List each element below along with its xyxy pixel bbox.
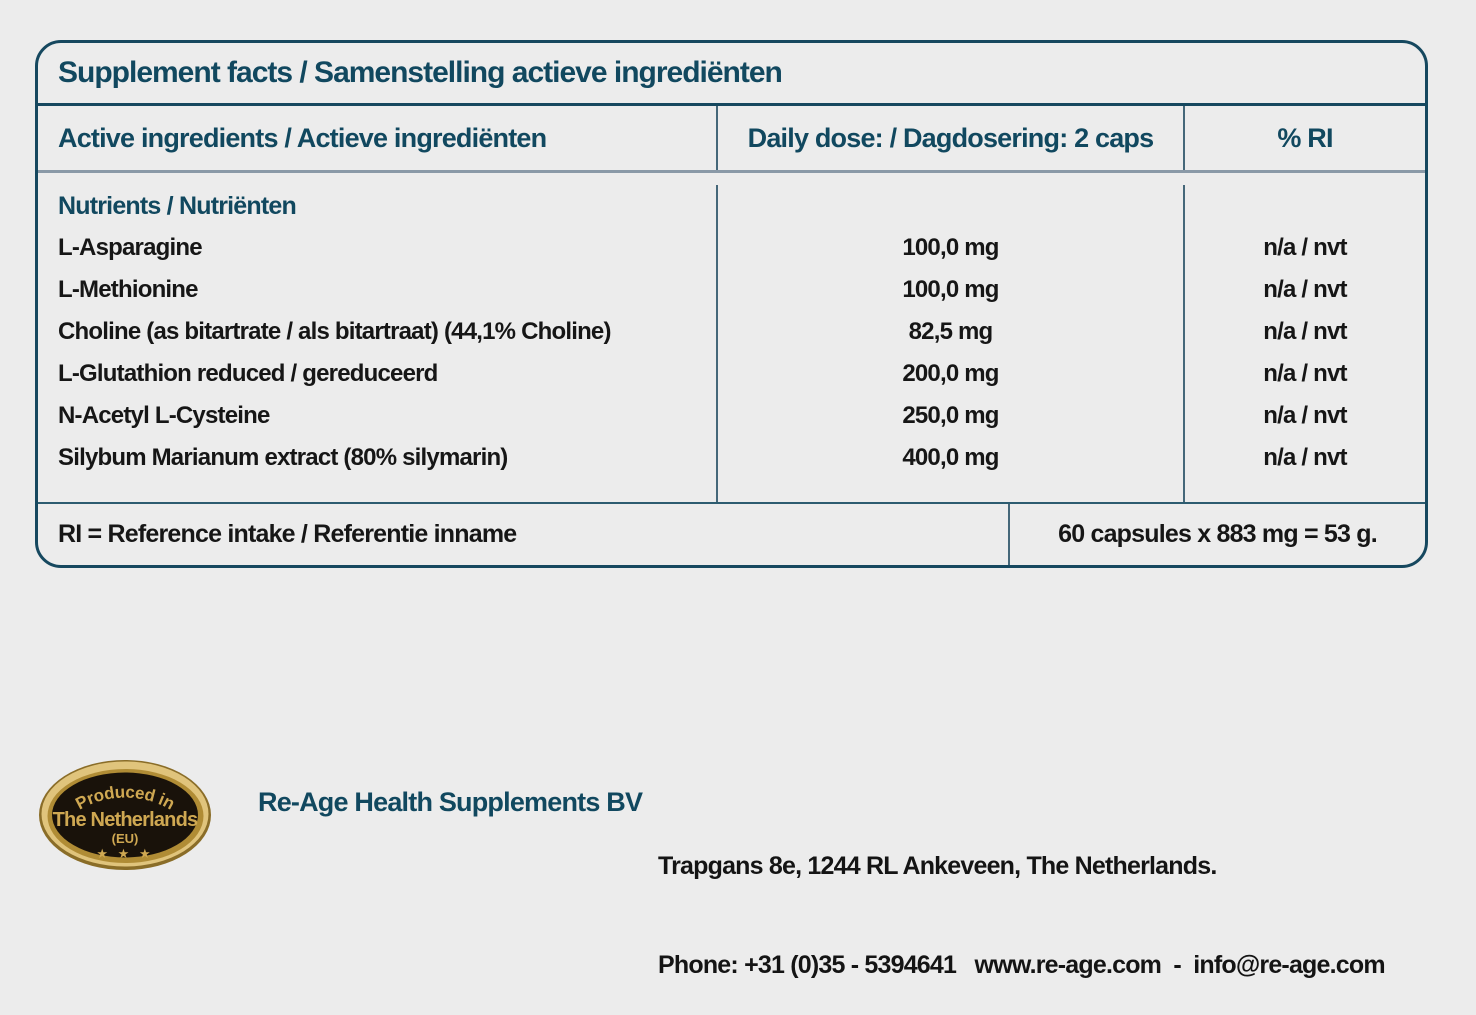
section-header: Nutrients / Nutriënten <box>38 185 718 227</box>
pack-info: 60 capsules x 883 mg = 53 g. <box>1058 520 1378 548</box>
ingredient-row: Choline (as bitartrate / als bitartraat)… <box>38 311 1425 353</box>
filler-cell-1 <box>38 479 718 502</box>
ingredient-ri: n/a / nvt <box>1263 444 1347 471</box>
company-name: Re-Age Health Supplements BV <box>258 787 643 817</box>
column-header-dose: Daily dose: / Dagdosering: 2 caps <box>718 106 1185 170</box>
ingredient-dose: 400,0 mg <box>718 437 1185 479</box>
ingredient-name: N-Acetyl L-Cysteine <box>38 395 718 437</box>
section-header-dose-cell <box>718 185 1185 227</box>
company-contact: Phone: +31 (0)35 - 5394641 www.re-age.co… <box>658 951 1386 979</box>
ingredient-dose: 250,0 mg <box>718 395 1185 437</box>
section-header-ri-cell <box>1185 185 1425 227</box>
ingredient-name: L-Methionine <box>38 269 718 311</box>
table-footer-row: RI = Reference intake / Referentie innam… <box>38 502 1425 565</box>
table-header-row: Active ingredients / Actieve ingrediënte… <box>38 106 1425 173</box>
ingredient-row: L-Glutathion reduced / gereduceerd 200,0… <box>38 353 1425 395</box>
ingredient-name: Choline (as bitartrate / als bitartraat)… <box>38 311 718 353</box>
ingredient-row: L-Asparagine 100,0 mg n/a / nvt <box>38 227 1425 269</box>
badge-black-center <box>52 772 198 858</box>
ingredient-dose: 82,5 mg <box>718 311 1185 353</box>
column-header-ri: % RI <box>1277 122 1333 153</box>
ingredient-dose: 200,0 mg <box>718 353 1185 395</box>
ri-footnote: RI = Reference intake / Referentie innam… <box>38 504 1010 565</box>
company-address-block: Trapgans 8e, 1244 RL Ankeveen, The Nethe… <box>658 784 1386 1015</box>
section-header-row: Nutrients / Nutriënten <box>38 185 1425 227</box>
ingredient-ri: n/a / nvt <box>1263 402 1347 429</box>
ingredient-ri: n/a / nvt <box>1263 360 1347 387</box>
ingredient-ri: n/a / nvt <box>1263 318 1347 345</box>
supplement-facts-table: Supplement facts / Samenstelling actieve… <box>35 40 1428 568</box>
ingredient-name: Silybum Marianum extract (80% silymarin) <box>38 437 718 479</box>
table-body-filler <box>38 479 1425 502</box>
table-title: Supplement facts / Samenstelling actieve… <box>58 56 783 89</box>
ingredient-row: Silybum Marianum extract (80% silymarin)… <box>38 437 1425 479</box>
ingredient-row: L-Methionine 100,0 mg n/a / nvt <box>38 269 1425 311</box>
company-address: Trapgans 8e, 1244 RL Ankeveen, The Nethe… <box>658 852 1217 880</box>
badge-eu-text: (EU) <box>112 831 139 846</box>
ingredient-ri: n/a / nvt <box>1263 234 1347 261</box>
produced-in-netherlands-badge: Produced in The Netherlands (EU) ★ ★ ★ <box>39 760 211 870</box>
badge-stars: ★ ★ ★ <box>96 846 153 861</box>
table-body: Nutrients / Nutriënten L-Asparagine 100,… <box>38 173 1425 502</box>
ingredient-name: L-Asparagine <box>38 227 718 269</box>
supplement-label: { "colors": { "background": "#ececec", "… <box>35 40 1428 979</box>
filler-cell-2 <box>718 479 1185 502</box>
table-title-row: Supplement facts / Samenstelling actieve… <box>38 43 1425 106</box>
ingredient-row: N-Acetyl L-Cysteine 250,0 mg n/a / nvt <box>38 395 1425 437</box>
column-header-ingredients: Active ingredients / Actieve ingrediënte… <box>38 106 718 170</box>
ingredient-name: L-Glutathion reduced / gereduceerd <box>38 353 718 395</box>
filler-cell-3 <box>1185 479 1425 502</box>
ingredient-dose: 100,0 mg <box>718 227 1185 269</box>
ingredient-ri: n/a / nvt <box>1263 276 1347 303</box>
badge-netherlands-text: The Netherlands <box>53 809 198 831</box>
ingredient-dose: 100,0 mg <box>718 269 1185 311</box>
